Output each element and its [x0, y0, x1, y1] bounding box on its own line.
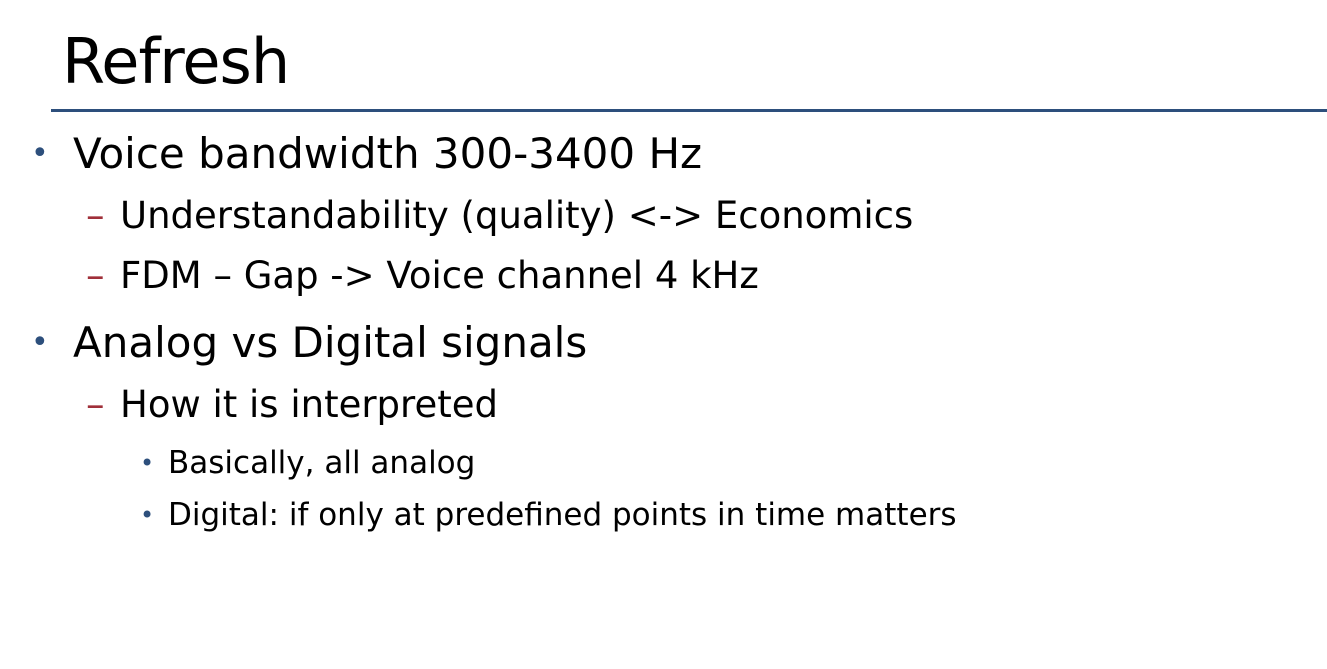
sub-bullet-item: – FDM – Gap -> Voice channel 4 kHz: [86, 251, 759, 301]
dash-marker: –: [86, 383, 105, 426]
bullet-text: Analog vs Digital signals: [73, 318, 588, 367]
sub-sub-bullet-text: Digital: if only at predefined points in…: [168, 497, 957, 533]
bullet-marker: •: [31, 136, 49, 171]
bullet-marker: •: [140, 501, 155, 529]
bullet-text: Voice bandwidth 300-3400 Hz: [73, 129, 703, 178]
sub-sub-bullet-item: • Digital: if only at predefined points …: [140, 494, 957, 536]
bullet-item: • Voice bandwidth 300-3400 Hz: [31, 126, 703, 182]
bullet-marker: •: [140, 449, 155, 477]
sub-sub-bullet-text: Basically, all analog: [168, 445, 476, 481]
sub-sub-bullet-item: • Basically, all analog: [140, 442, 476, 484]
sub-bullet-item: – Understandability (quality) <-> Econom…: [86, 191, 914, 241]
dash-marker: –: [86, 254, 105, 297]
slide-title: Refresh: [62, 25, 290, 98]
bullet-item: • Analog vs Digital signals: [31, 315, 588, 371]
sub-bullet-text: FDM – Gap -> Voice channel 4 kHz: [120, 254, 759, 297]
bullet-marker: •: [31, 325, 49, 360]
dash-marker: –: [86, 194, 105, 237]
sub-bullet-text: Understandability (quality) <-> Economic…: [120, 194, 914, 237]
sub-bullet-item: – How it is interpreted: [86, 380, 498, 430]
title-divider: [51, 109, 1327, 112]
sub-bullet-text: How it is interpreted: [120, 383, 498, 426]
